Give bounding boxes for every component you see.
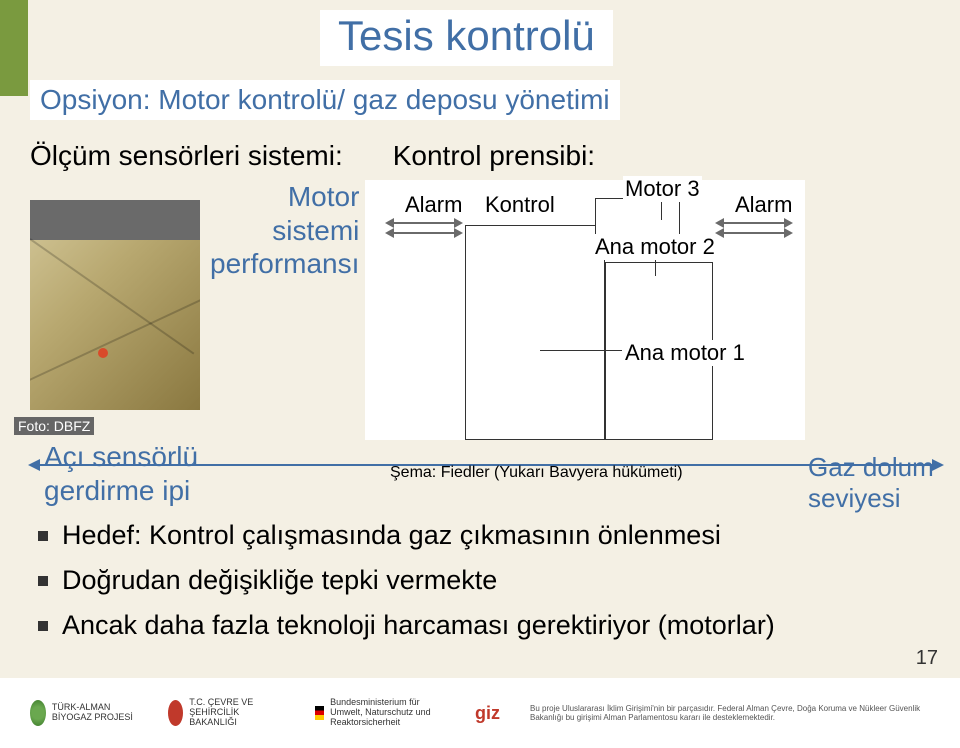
schema-credit: Şema: Fiedler (Yukarı Bavyera hükümeti) xyxy=(390,464,683,482)
subtitle-row: Ölçüm sensörleri sistemi: Kontrol prensi… xyxy=(30,140,595,172)
label-ana1: Ana motor 1 xyxy=(623,340,747,366)
bullet-item: Hedef: Kontrol çalışmasında gaz çıkmasın… xyxy=(38,520,775,551)
footer: TÜRK-ALMAN BİYOGAZ PROJESİ T.C. ÇEVRE VE… xyxy=(0,678,960,748)
title-box: Tesis kontrolü xyxy=(320,10,613,66)
label-motor3: Motor 3 xyxy=(623,176,702,202)
photo-credit-box: Foto: DBFZ xyxy=(8,416,100,438)
bullet-icon xyxy=(38,576,48,586)
bullet-text: Ancak daha fazla teknoloji harcaması ger… xyxy=(62,610,775,641)
option-box: Opsiyon: Motor kontrolü/ gaz deposu yöne… xyxy=(30,80,620,120)
logo-biyogaz-text: TÜRK-ALMAN BİYOGAZ PROJESİ xyxy=(52,703,138,723)
control-diagram: Alarm Kontrol Motor 3 Alarm xyxy=(365,180,805,440)
option-line: Opsiyon: Motor kontrolü/ gaz deposu yöne… xyxy=(40,84,610,116)
logo-bmu-text: Bundesministerium für Umwelt, Naturschut… xyxy=(330,698,445,728)
bullet-item: Ancak daha fazla teknoloji harcaması ger… xyxy=(38,610,775,641)
motor-system-text: Motor sistemi performansı xyxy=(210,180,359,281)
subtitle-left: Ölçüm sensörleri sistemi: xyxy=(30,140,343,172)
bullet-icon xyxy=(38,621,48,631)
page-number: 17 xyxy=(916,647,938,670)
logo-tc: T.C. ÇEVRE VE ŞEHİRCİLİK BAKANLIĞI xyxy=(168,698,285,728)
label-kontrol: Kontrol xyxy=(483,192,557,218)
sensor-label: Açı sensörlü gerdirme ipi xyxy=(44,440,198,507)
slide: Tesis kontrolü Opsiyon: Motor kontrolü/ … xyxy=(0,0,960,748)
bullet-icon xyxy=(38,531,48,541)
bullet-text: Doğrudan değişikliğe tepki vermekte xyxy=(62,565,497,596)
label-ana2: Ana motor 2 xyxy=(593,234,717,260)
stage-box-1 xyxy=(465,225,605,440)
logo-giz-text: giz xyxy=(475,703,500,724)
left-stripe xyxy=(0,0,28,96)
label-alarm-left: Alarm xyxy=(403,192,464,218)
slide-title: Tesis kontrolü xyxy=(338,12,595,60)
bullet-item: Doğrudan değişikliğe tepki vermekte xyxy=(38,565,775,596)
bullet-text: Hedef: Kontrol çalışmasında gaz çıkmasın… xyxy=(62,520,721,551)
photo-credit: Foto: DBFZ xyxy=(14,417,94,435)
footer-note: Bu proje Uluslararası İklim Girişimi'nin… xyxy=(530,704,930,722)
logo-bmu: Bundesministerium für Umwelt, Naturschut… xyxy=(315,698,445,728)
subtitle-right: Kontrol prensibi: xyxy=(393,140,595,172)
logo-biyogaz: TÜRK-ALMAN BİYOGAZ PROJESİ xyxy=(30,700,138,726)
logo-giz: giz xyxy=(475,703,500,724)
logo-tc-text: T.C. ÇEVRE VE ŞEHİRCİLİK BAKANLIĞI xyxy=(189,698,285,728)
label-alarm-right: Alarm xyxy=(733,192,794,218)
motor-system-label: Motor sistemi performansı xyxy=(210,180,359,281)
sensor-photo xyxy=(30,200,200,410)
gas-level-label: Gaz dolum seviyesi xyxy=(808,452,934,514)
bullet-list: Hedef: Kontrol çalışmasında gaz çıkmasın… xyxy=(38,520,775,655)
